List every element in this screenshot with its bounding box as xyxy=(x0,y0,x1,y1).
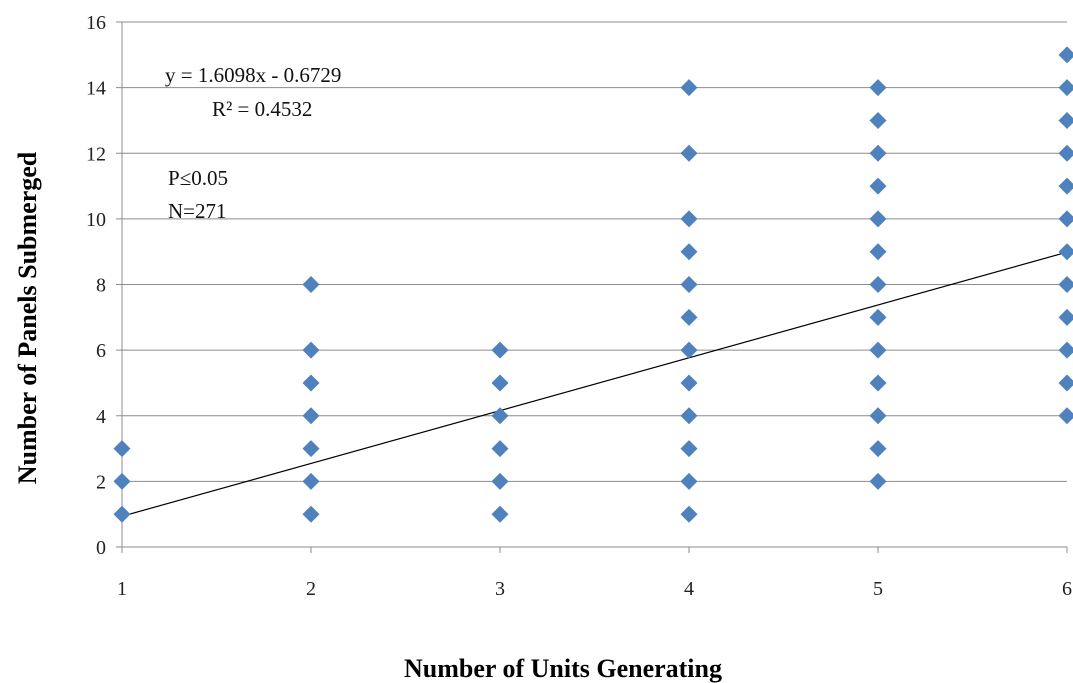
y-tick-label-4: 4 xyxy=(96,406,106,428)
data-point-24 xyxy=(680,243,698,261)
data-point-46 xyxy=(1058,243,1073,261)
y-tick-label-16: 16 xyxy=(86,12,106,34)
y-tick-label-0: 0 xyxy=(96,537,106,559)
data-point-31 xyxy=(869,374,887,392)
data-point-49 xyxy=(1058,144,1073,162)
data-point-4 xyxy=(302,472,320,490)
data-point-36 xyxy=(869,210,887,228)
p-value-label: P≤0.05 xyxy=(168,166,228,190)
data-point-30 xyxy=(869,407,887,425)
data-point-6 xyxy=(302,407,320,425)
y-axis-title: Number of Panels Submerged xyxy=(13,151,42,484)
data-point-16 xyxy=(680,505,698,523)
data-point-1 xyxy=(113,472,131,490)
data-point-52 xyxy=(1058,46,1073,64)
data-point-37 xyxy=(869,177,887,195)
y-tick-label-8: 8 xyxy=(96,275,106,297)
x-tick-label-3: 3 xyxy=(495,578,505,600)
data-point-17 xyxy=(680,472,698,490)
x-tick-label-1: 1 xyxy=(117,578,127,600)
data-point-33 xyxy=(869,308,887,326)
data-point-29 xyxy=(869,440,887,458)
data-point-22 xyxy=(680,308,698,326)
x-axis-title: Number of Units Generating xyxy=(404,654,722,683)
data-point-10 xyxy=(491,505,509,523)
data-point-47 xyxy=(1058,210,1073,228)
data-point-50 xyxy=(1058,111,1073,129)
data-point-3 xyxy=(302,505,320,523)
data-point-18 xyxy=(680,440,698,458)
data-point-21 xyxy=(680,341,698,359)
x-tick-label-5: 5 xyxy=(873,578,883,600)
data-point-5 xyxy=(302,440,320,458)
y-tick-label-6: 6 xyxy=(96,340,106,362)
data-point-43 xyxy=(1058,341,1073,359)
data-point-23 xyxy=(680,276,698,293)
data-point-13 xyxy=(491,407,509,425)
data-point-19 xyxy=(680,407,698,425)
data-point-38 xyxy=(869,144,887,162)
x-tick-label-4: 4 xyxy=(684,578,694,600)
r-squared-label: R² = 0.4532 xyxy=(212,97,312,121)
data-point-12 xyxy=(491,440,509,458)
data-point-15 xyxy=(491,341,509,359)
trendline xyxy=(121,251,1068,517)
data-point-11 xyxy=(491,472,509,490)
data-point-41 xyxy=(1058,407,1073,425)
data-points xyxy=(113,46,1073,523)
y-tick-label-10: 10 xyxy=(86,209,106,231)
data-point-51 xyxy=(1058,79,1073,97)
data-point-7 xyxy=(302,374,320,392)
data-point-44 xyxy=(1058,308,1073,326)
data-point-9 xyxy=(302,276,320,293)
data-point-2 xyxy=(113,440,131,458)
data-point-8 xyxy=(302,341,320,359)
trendline-equation: y = 1.6098x - 0.6729 xyxy=(165,63,341,87)
data-point-40 xyxy=(869,79,887,97)
x-tick-label-2: 2 xyxy=(306,578,316,600)
data-point-14 xyxy=(491,374,509,392)
data-point-26 xyxy=(680,144,698,162)
data-point-20 xyxy=(680,374,698,392)
data-point-27 xyxy=(680,79,698,97)
data-point-28 xyxy=(869,472,887,490)
trendline-layer xyxy=(121,251,1068,517)
y-tick-label-12: 12 xyxy=(86,143,106,165)
y-tick-label-14: 14 xyxy=(86,78,106,100)
data-point-34 xyxy=(869,276,887,293)
data-point-25 xyxy=(680,210,698,228)
data-point-42 xyxy=(1058,374,1073,392)
data-point-32 xyxy=(869,341,887,359)
data-point-35 xyxy=(869,243,887,261)
gridlines xyxy=(122,21,1067,482)
sample-size-label: N=271 xyxy=(168,199,227,223)
x-tick-label-6: 6 xyxy=(1062,578,1072,600)
data-point-39 xyxy=(869,111,887,129)
y-tick-label-2: 2 xyxy=(96,471,106,493)
data-point-48 xyxy=(1058,177,1073,195)
data-point-0 xyxy=(113,505,131,523)
data-point-45 xyxy=(1058,276,1073,293)
